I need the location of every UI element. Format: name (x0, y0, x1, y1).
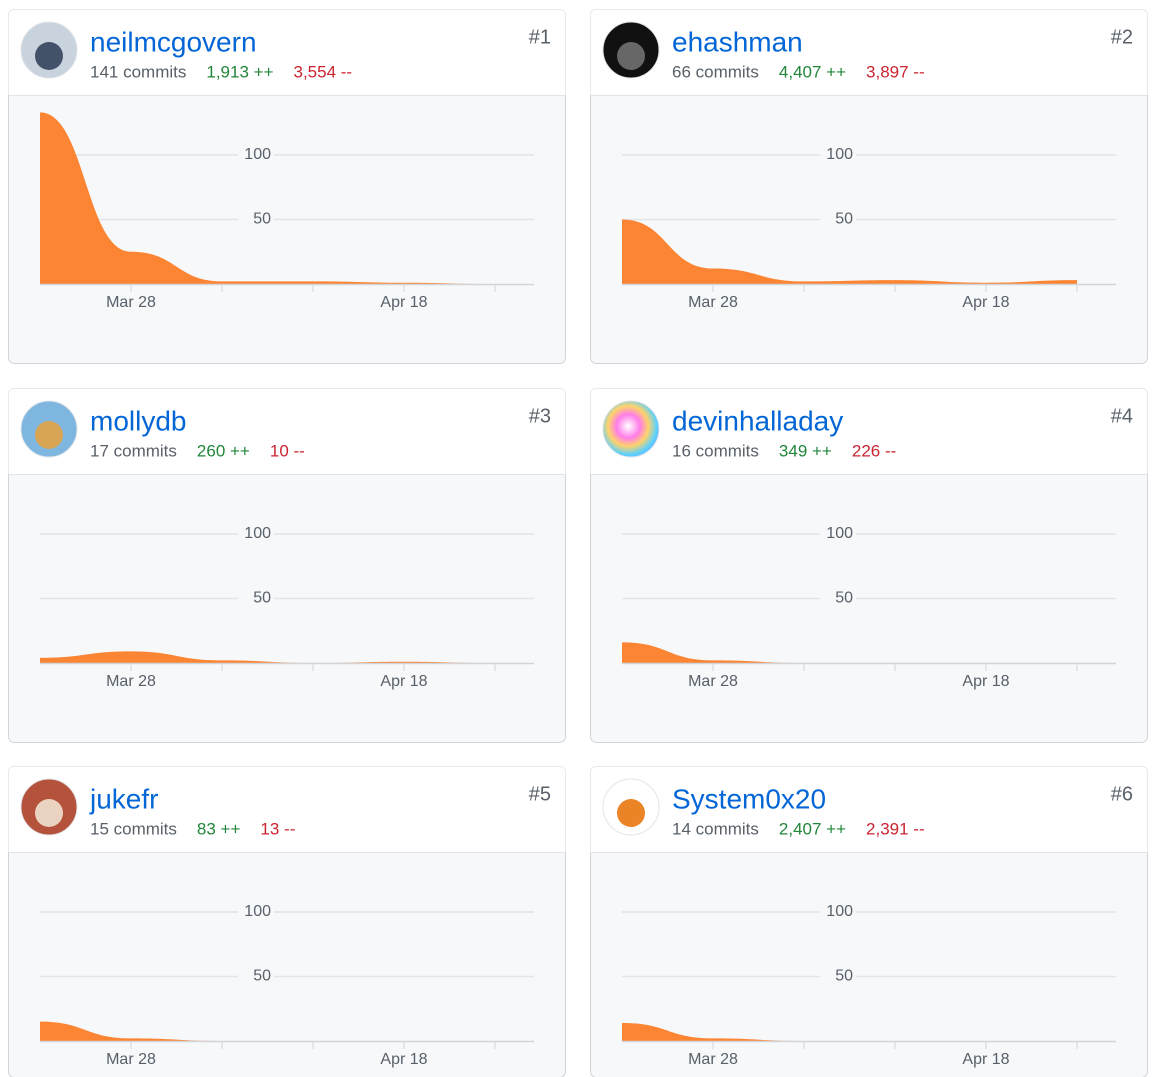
additions: 2,407 ++ (779, 819, 846, 838)
contribution-area (622, 1022, 1077, 1041)
y-tick-label: 100 (244, 525, 271, 542)
commit-count: 17 commits (90, 441, 177, 460)
avatar-detail (617, 799, 645, 827)
avatar-detail (35, 421, 63, 449)
y-tick-label: 100 (244, 903, 271, 920)
contribution-area (40, 651, 495, 663)
rank: #5 (529, 783, 551, 805)
card-header (8, 766, 566, 852)
username[interactable]: System0x20 (672, 783, 826, 814)
additions: 260 ++ (197, 441, 250, 460)
deletions: 3,897 -- (866, 62, 925, 81)
y-tick-label: 50 (253, 211, 271, 228)
card-header (590, 9, 1148, 95)
deletions: 13 -- (260, 819, 295, 838)
rank: #6 (1111, 783, 1133, 805)
contributor-card: System0x20 14 commits 2,407 ++ 2,391 -- #6 50… (590, 766, 1148, 1077)
card-header (590, 766, 1148, 852)
tick-label-bg (238, 903, 274, 921)
commit-count: 15 commits (90, 819, 177, 838)
x-tick-label: Apr 18 (380, 294, 427, 311)
username[interactable]: neilmcgovern (90, 26, 257, 57)
rank: #1 (529, 26, 551, 48)
additions: 83 ++ (197, 819, 241, 838)
contribution-area (622, 219, 1077, 284)
x-tick-label: Apr 18 (962, 294, 1009, 311)
x-tick-label: Apr 18 (380, 1051, 427, 1068)
x-tick-label: Mar 28 (106, 673, 156, 690)
card-header (590, 388, 1148, 474)
x-tick-label: Mar 28 (106, 294, 156, 311)
tick-label-bg (820, 589, 856, 608)
tick-label-bg (238, 967, 274, 986)
commit-count: 16 commits (672, 441, 759, 460)
additions: 349 ++ (779, 441, 832, 460)
additions: 1,913 ++ (206, 62, 273, 81)
x-tick-label: Mar 28 (688, 673, 738, 690)
tick-label-bg (238, 589, 274, 608)
contributor-card: jukefr 15 commits 83 ++ 13 -- #5 50 100 Mar 28 A… (8, 766, 566, 1077)
y-tick-label: 50 (253, 590, 271, 607)
contributor-card: ehashman 66 commits 4,407 ++ 3,897 -- #2 50 10… (590, 9, 1148, 364)
y-tick-label: 50 (835, 968, 853, 985)
deletions: 226 -- (852, 441, 896, 460)
username[interactable]: mollydb (90, 405, 186, 436)
tick-label-bg (238, 146, 274, 164)
x-tick-label: Apr 18 (380, 673, 427, 690)
username[interactable]: devinhalladay (672, 405, 843, 436)
contributor-card: neilmcgovern 141 commits 1,913 ++ 3,554 -- #… (8, 9, 566, 364)
commit-count: 66 commits (672, 62, 759, 81)
rank: #2 (1111, 26, 1133, 48)
tick-label-bg (820, 525, 856, 543)
x-tick-label: Mar 28 (106, 1051, 156, 1068)
contribution-area (622, 642, 1077, 663)
deletions: 3,554 -- (294, 62, 353, 81)
y-tick-label: 50 (253, 968, 271, 985)
deletions: 2,391 -- (866, 819, 925, 838)
card-header (8, 388, 566, 474)
y-tick-label: 50 (835, 211, 853, 228)
x-tick-label: Mar 28 (688, 1051, 738, 1068)
username[interactable]: ehashman (672, 26, 803, 57)
tick-label-bg (820, 967, 856, 986)
tick-label-bg (820, 146, 856, 164)
tick-label-bg (238, 210, 274, 229)
tick-label-bg (820, 903, 856, 921)
avatar-detail (35, 42, 63, 70)
y-tick-label: 100 (826, 525, 853, 542)
contribution-area (40, 112, 495, 285)
tick-label-bg (238, 525, 274, 543)
contributor-card: mollydb 17 commits 260 ++ 10 -- #3 50 100 Mar 2… (8, 388, 566, 743)
avatar (602, 400, 660, 458)
commit-count: 141 commits (90, 62, 186, 81)
rank: #4 (1111, 405, 1133, 427)
contribution-area (40, 1021, 495, 1041)
contributor-card: devinhalladay 16 commits 349 ++ 226 -- #4 50 1… (590, 388, 1148, 743)
y-tick-label: 100 (826, 903, 853, 920)
card-header (8, 9, 566, 95)
additions: 4,407 ++ (779, 62, 846, 81)
rank: #3 (529, 405, 551, 427)
commit-count: 14 commits (672, 819, 759, 838)
x-tick-label: Apr 18 (962, 673, 1009, 690)
y-tick-label: 100 (244, 146, 271, 163)
y-tick-label: 50 (835, 590, 853, 607)
username[interactable]: jukefr (89, 783, 158, 814)
x-tick-label: Apr 18 (962, 1051, 1009, 1068)
deletions: 10 -- (270, 441, 305, 460)
y-tick-label: 100 (826, 146, 853, 163)
x-tick-label: Mar 28 (688, 294, 738, 311)
avatar-detail (35, 799, 63, 827)
tick-label-bg (820, 210, 856, 229)
avatar-detail (617, 42, 645, 70)
